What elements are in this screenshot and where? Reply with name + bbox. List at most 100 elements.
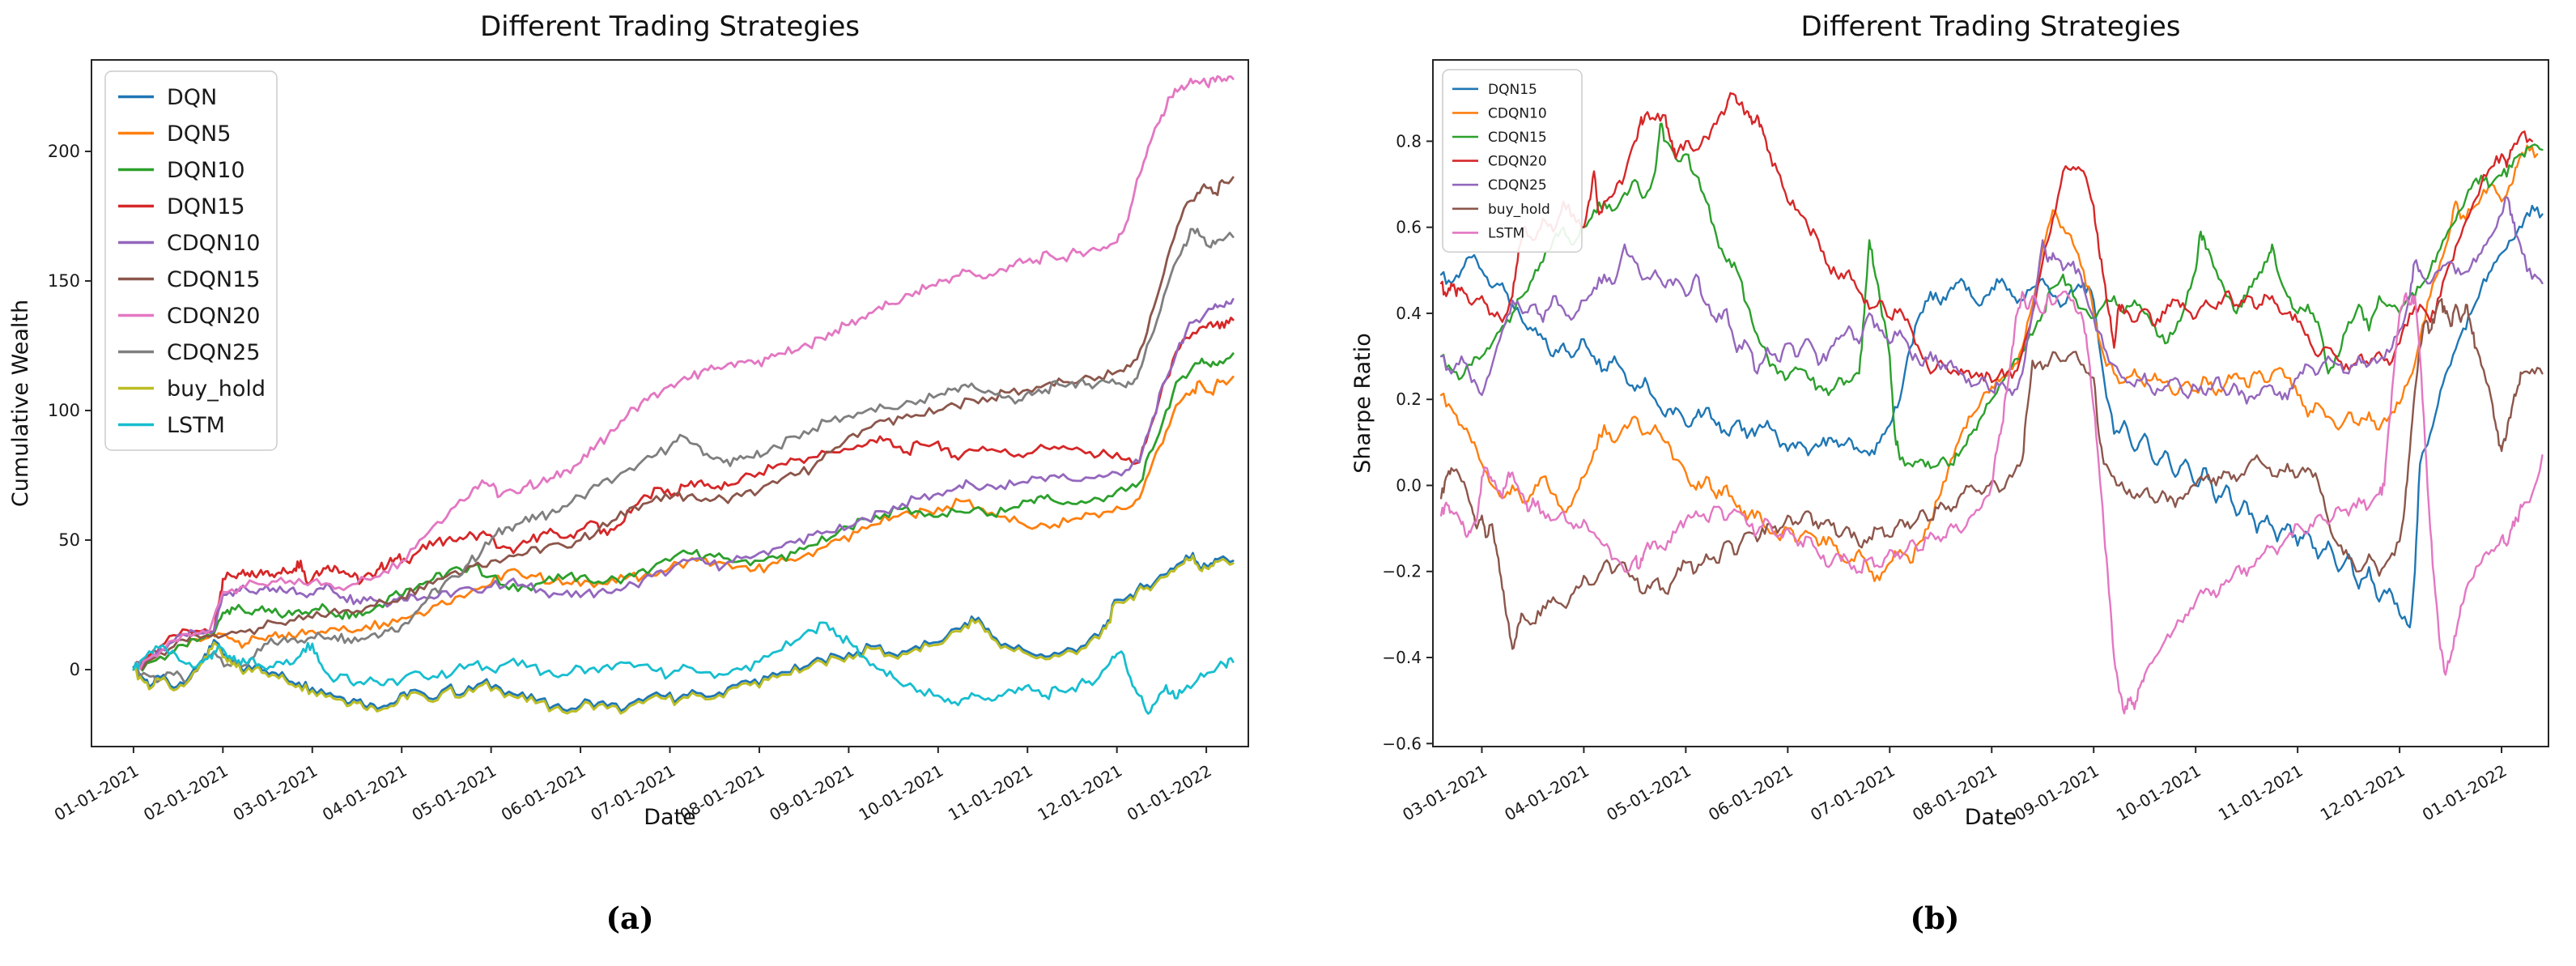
legend-entry-DQN10: DQN10 bbox=[118, 158, 245, 183]
series-line-CDQN20 bbox=[1439, 91, 2533, 384]
legend-label: DQN15 bbox=[1488, 82, 1537, 98]
legend-label: DQN10 bbox=[167, 158, 245, 183]
legend-label: CDQN25 bbox=[1488, 177, 1547, 194]
x-tick-label: 11-01-2021 bbox=[2215, 761, 2306, 825]
plot-area bbox=[1433, 60, 2548, 747]
legend-label: DQN bbox=[167, 85, 217, 110]
series-line-CDQN10 bbox=[132, 298, 1235, 671]
legend-entry-DQN5: DQN5 bbox=[118, 121, 231, 147]
y-axis-label: Sharpe Ratio bbox=[1350, 333, 1375, 474]
legend-entry-DQN15: DQN15 bbox=[118, 194, 245, 219]
chart-title: Different Trading Strategies bbox=[1801, 11, 2181, 43]
y-tick-label: −0.4 bbox=[1382, 648, 1422, 667]
series-line-DQN10 bbox=[132, 352, 1235, 672]
legend-label: CDQN20 bbox=[1488, 154, 1547, 170]
x-tick-label: 12-01-2021 bbox=[1035, 761, 1126, 825]
y-tick-label: 0.2 bbox=[1396, 389, 1422, 409]
legend-entry-LSTM: LSTM bbox=[118, 413, 225, 438]
y-tick-label: 0.8 bbox=[1396, 131, 1422, 151]
legend-entry-CDQN25: CDQN25 bbox=[1452, 177, 1547, 194]
x-tick-label: 09-01-2021 bbox=[766, 761, 857, 825]
x-axis-label: Date bbox=[644, 805, 696, 830]
axes-frame bbox=[1432, 59, 2549, 747]
legend-entry-CDQN20: CDQN20 bbox=[118, 304, 260, 329]
series-line-DQN15 bbox=[1439, 204, 2544, 628]
legend-entry-DQN15: DQN15 bbox=[1452, 82, 1537, 98]
legend-label: buy_hold bbox=[1488, 202, 1550, 218]
x-tick-label: 11-01-2021 bbox=[945, 761, 1036, 825]
legend-entry-DQN: DQN bbox=[118, 85, 217, 110]
legend-label: CDQN10 bbox=[167, 231, 260, 256]
series-line-LSTM bbox=[132, 621, 1235, 715]
x-axis-label: Date bbox=[1965, 805, 2017, 830]
legend-entry-CDQN20: CDQN20 bbox=[1452, 154, 1547, 170]
x-tick-label: 01-01-2022 bbox=[2419, 761, 2510, 825]
x-tick-label: 04-01-2021 bbox=[1501, 761, 1592, 825]
legend-label: LSTM bbox=[1488, 225, 1524, 241]
y-tick-label: 0.0 bbox=[1396, 475, 1422, 495]
legend-box bbox=[1442, 69, 1583, 253]
y-tick-label: 0 bbox=[70, 660, 80, 679]
y-tick-label: 50 bbox=[58, 530, 80, 550]
x-tick-label: 10-01-2021 bbox=[856, 761, 947, 825]
x-tick-label: 03-01-2021 bbox=[1399, 761, 1490, 825]
cumulative-wealth-chart: 01-01-202102-01-202103-01-202104-01-2021… bbox=[8, 11, 1249, 830]
legend-entry-CDQN25: CDQN25 bbox=[118, 340, 260, 365]
y-tick-label: 0.4 bbox=[1396, 304, 1422, 323]
x-tick-label: 05-01-2021 bbox=[1603, 761, 1694, 825]
legend-label: DQN15 bbox=[167, 194, 245, 219]
subfigure-caption-a: (a) bbox=[606, 900, 654, 936]
y-axis-label: Cumulative Wealth bbox=[8, 300, 33, 507]
legend-label: CDQN15 bbox=[1488, 130, 1547, 146]
y-tick-label: −0.6 bbox=[1382, 734, 1422, 753]
legend-label: CDQN20 bbox=[167, 304, 260, 329]
legend-entry-buy_hold: buy_hold bbox=[118, 377, 266, 402]
series-line-buy_hold bbox=[132, 554, 1235, 715]
y-tick-label: 150 bbox=[48, 271, 80, 291]
x-tick-label: 04-01-2021 bbox=[319, 761, 410, 825]
x-tick-label: 01-01-2021 bbox=[51, 761, 142, 825]
series-line-CDQN25 bbox=[1439, 196, 2544, 405]
subfigure-caption-b: (b) bbox=[1910, 900, 1960, 936]
x-tick-label: 06-01-2021 bbox=[1705, 761, 1796, 825]
trading-strategies-charts: 01-01-202102-01-202103-01-202104-01-2021… bbox=[8, 11, 2549, 830]
y-tick-label: −0.2 bbox=[1382, 562, 1422, 581]
series-line-CDQN15 bbox=[1439, 122, 2544, 470]
legend-entry-CDQN10: CDQN10 bbox=[1452, 105, 1547, 121]
x-tick-label: 01-01-2022 bbox=[1124, 761, 1215, 825]
series-line-CDQN20 bbox=[132, 74, 1235, 671]
legend-label: CDQN25 bbox=[167, 340, 260, 365]
legend-label: CDQN10 bbox=[1488, 105, 1547, 121]
series-line-CDQN15 bbox=[132, 176, 1235, 671]
x-tick-label: 12-01-2021 bbox=[2317, 761, 2408, 825]
legend-label: DQN5 bbox=[167, 121, 231, 147]
legend-box bbox=[104, 70, 278, 451]
legend-entry-CDQN15: CDQN15 bbox=[118, 267, 260, 292]
legend-entry-buy_hold: buy_hold bbox=[1452, 202, 1550, 218]
y-tick-label: 0.6 bbox=[1396, 218, 1422, 237]
legend: DQN DQN5 DQN10 DQN15 CDQN10 CDQN15 CDQN20 CDQN2… bbox=[104, 70, 278, 451]
legend-label: CDQN15 bbox=[167, 267, 260, 292]
series-line-DQN15 bbox=[132, 317, 1235, 671]
legend-label: buy_hold bbox=[167, 377, 266, 402]
legend-entry-CDQN15: CDQN15 bbox=[1452, 130, 1547, 146]
x-tick-label: 06-01-2021 bbox=[498, 761, 589, 825]
x-tick-label: 07-01-2021 bbox=[1807, 761, 1898, 825]
chart-title: Different Trading Strategies bbox=[480, 11, 860, 43]
x-tick-label: 10-01-2021 bbox=[2113, 761, 2204, 825]
y-tick-label: 200 bbox=[48, 142, 80, 161]
legend-entry-CDQN10: CDQN10 bbox=[118, 231, 260, 256]
sharpe-ratio-chart: 03-01-2021 04-01-2021 05-01-2021 06-01-2021… bbox=[1350, 11, 2549, 830]
x-tick-label: 05-01-2021 bbox=[408, 761, 499, 825]
x-tick-label: 02-01-2021 bbox=[140, 761, 232, 825]
x-tick-label: 03-01-2021 bbox=[230, 761, 321, 825]
plot-area bbox=[91, 60, 1248, 747]
legend-label: LSTM bbox=[167, 413, 225, 438]
legend-entry-LSTM: LSTM bbox=[1452, 225, 1524, 241]
series-line-LSTM bbox=[1439, 290, 2544, 715]
legend: DQN15 CDQN10 CDQN15 CDQN20 CDQN25 buy_hold LST… bbox=[1442, 69, 1583, 253]
series-line-CDQN25 bbox=[132, 228, 1235, 684]
y-tick-label: 100 bbox=[48, 401, 80, 420]
x-tick-label: 09-01-2021 bbox=[2011, 761, 2102, 825]
